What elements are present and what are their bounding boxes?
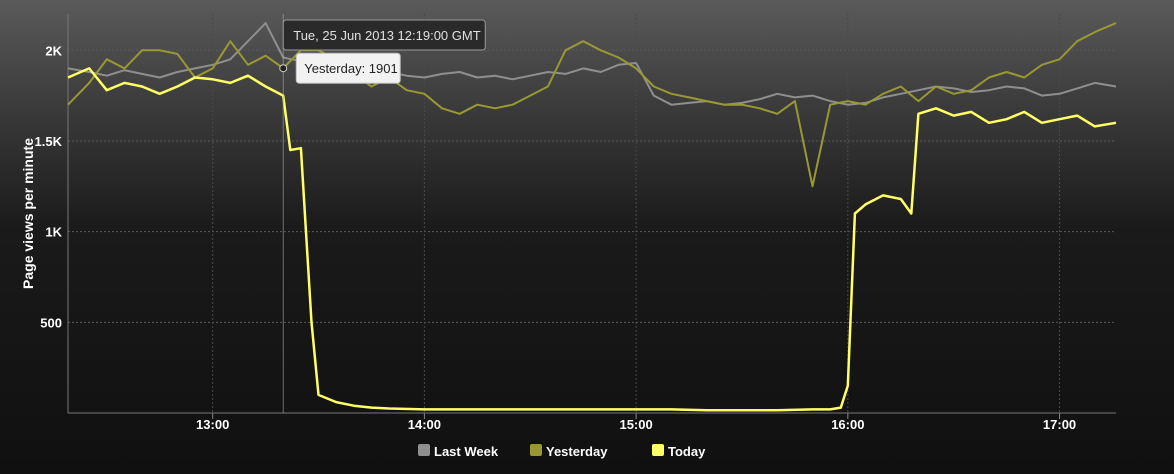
legend-item-yesterday[interactable]: Yesterday	[530, 444, 608, 459]
x-tick-label: 14:00	[408, 417, 441, 432]
series-line-yesterday	[67, 22, 1117, 188]
legend-item-today[interactable]: Today	[652, 444, 706, 459]
y-axis-title: Page views per minute	[20, 138, 36, 289]
tooltip-header-text: Tue, 25 Jun 2013 12:19:00 GMT	[293, 28, 480, 43]
legend-label: Yesterday	[546, 444, 608, 459]
x-tick-label: 15:00	[619, 417, 652, 432]
legend-label: Last Week	[434, 444, 499, 459]
series-group	[67, 22, 1117, 412]
legend-swatch	[652, 444, 664, 456]
y-tick-label: 1.5K	[35, 134, 63, 149]
axes: 500 1K 1.5K 2K 13:00 14:00 15:00 16:00 17:00 Page…	[20, 14, 1116, 432]
y-tick-label: 500	[40, 315, 62, 330]
series-line-today	[67, 67, 1117, 412]
x-tick-label: 17:00	[1043, 417, 1076, 432]
y-tick-label: 2K	[45, 43, 62, 58]
x-tick-label: 13:00	[196, 417, 229, 432]
grid-lines	[68, 14, 1116, 413]
y-tick-label: 1K	[45, 225, 62, 240]
tooltip-value-text: Yesterday: 1901	[304, 61, 397, 76]
tooltip-value-box	[295, 52, 401, 84]
tooltip-header-box	[282, 19, 486, 51]
legend-item-last-week[interactable]: Last Week	[418, 444, 499, 459]
hover-point	[279, 64, 288, 73]
x-tick-label: 16:00	[831, 417, 864, 432]
legend-label: Today	[668, 444, 706, 459]
legend[interactable]: Last Week Yesterday Today	[418, 444, 706, 459]
tooltip: Tue, 25 Jun 2013 12:19:00 GMT Yesterday: …	[279, 14, 486, 413]
legend-swatch	[530, 444, 542, 456]
legend-swatch	[418, 444, 430, 456]
